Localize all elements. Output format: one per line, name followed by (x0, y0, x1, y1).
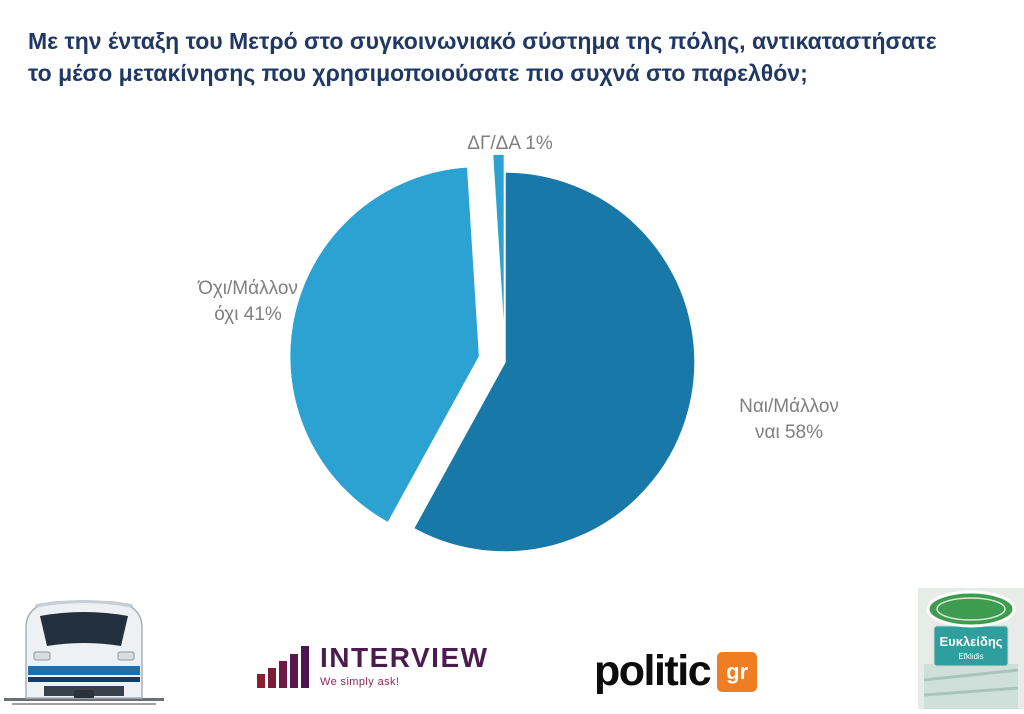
pie-label-nai: Ναι/Μάλλον ναι 58% (722, 394, 856, 445)
pie-label-ohi: Όχι/Μάλλον όχι 41% (181, 276, 315, 327)
station-sign-graphic: Ευκλείδης Efklidis (918, 588, 1024, 709)
chart-title-line-1: Με την ένταξη του Μετρό στο συγκοινωνιακ… (28, 28, 937, 54)
interview-tagline: We simply ask! (320, 676, 400, 688)
pie-slice-Όχι/Μάλλον όχι (288, 165, 481, 524)
pie-label-line: ΔΓ/ΔΑ 1% (467, 133, 553, 154)
pie-label-line: Όχι/Μάλλον (198, 278, 298, 299)
interview-logo: INTERVIEW We simply ask! (256, 642, 489, 688)
pie-label-line: όχι 41% (214, 303, 282, 325)
pie-label-dgda: ΔΓ/ΔΑ 1% (430, 131, 590, 157)
bar-chart-icon (257, 646, 309, 688)
chart-title-line-2: το μέσο μετακίνησης που χρησιμοποιούσατε… (28, 59, 808, 86)
pie-label-line: ναι 58% (754, 421, 823, 443)
metro-station-sign-image: Ευκλείδης Efklidis (918, 588, 1024, 714)
pie-slice-Ναι/Μάλλον ναι (412, 171, 696, 553)
politic-logo: politic gr (594, 647, 758, 695)
pie-label-line: Ναι/Μάλλον (739, 396, 839, 417)
station-name-latin: Efklidis (958, 652, 983, 661)
metro-train-graphic (4, 600, 164, 705)
metro-train-image (4, 594, 164, 713)
politic-gr-text: gr (726, 658, 749, 684)
station-name-greek: Ευκλείδης (939, 634, 1002, 649)
pie-slice-ΔΓ/ΔΑ (491, 153, 506, 345)
politic-logo-text: politic (594, 647, 712, 695)
chart-title: Με την ένταξη του Μετρό στο συγκοινωνιακ… (28, 26, 1003, 89)
interview-logo-text: INTERVIEW (320, 642, 489, 673)
politic-gr-badge: gr (717, 651, 758, 692)
